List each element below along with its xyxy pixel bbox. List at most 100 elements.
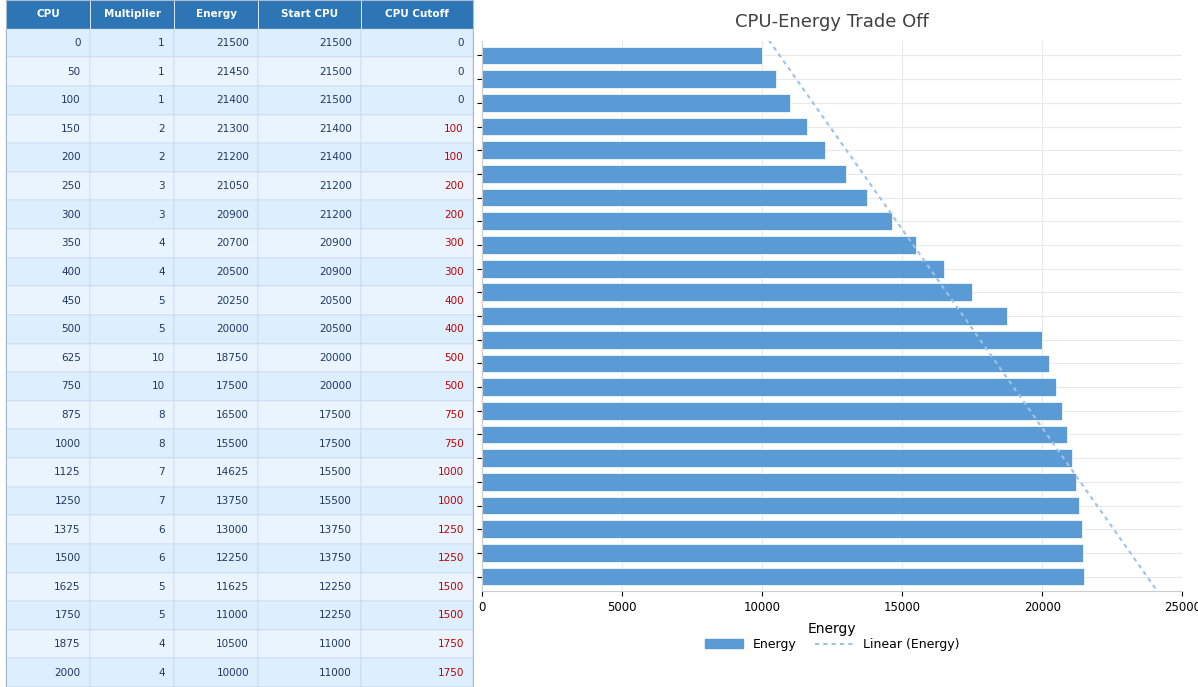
Bar — [482, 212, 891, 230]
FancyBboxPatch shape — [259, 429, 361, 458]
FancyBboxPatch shape — [174, 0, 259, 29]
FancyBboxPatch shape — [90, 486, 174, 515]
FancyBboxPatch shape — [361, 515, 473, 544]
Text: 21500: 21500 — [319, 67, 352, 76]
FancyBboxPatch shape — [174, 258, 259, 286]
Y-axis label: CPU: CPU — [423, 302, 436, 330]
FancyBboxPatch shape — [174, 658, 259, 687]
Text: 5: 5 — [158, 295, 165, 306]
FancyBboxPatch shape — [174, 29, 259, 57]
Bar — [482, 117, 807, 135]
Text: 7: 7 — [158, 467, 165, 477]
Text: 21200: 21200 — [319, 181, 352, 191]
Text: 750: 750 — [444, 410, 464, 420]
FancyBboxPatch shape — [174, 86, 259, 115]
FancyBboxPatch shape — [6, 344, 90, 372]
X-axis label: Energy: Energy — [807, 622, 857, 636]
Text: 21450: 21450 — [216, 67, 249, 76]
Text: 0: 0 — [74, 38, 80, 48]
FancyBboxPatch shape — [174, 544, 259, 572]
FancyBboxPatch shape — [259, 572, 361, 601]
Text: CPU Cutoff: CPU Cutoff — [386, 10, 449, 19]
FancyBboxPatch shape — [6, 515, 90, 544]
FancyBboxPatch shape — [259, 29, 361, 57]
FancyBboxPatch shape — [259, 115, 361, 143]
FancyBboxPatch shape — [90, 429, 174, 458]
Text: 11000: 11000 — [319, 639, 352, 649]
FancyBboxPatch shape — [361, 29, 473, 57]
Text: 15500: 15500 — [319, 467, 352, 477]
Text: 875: 875 — [61, 410, 80, 420]
Text: 10: 10 — [152, 381, 165, 392]
FancyBboxPatch shape — [174, 57, 259, 86]
Text: 0: 0 — [458, 95, 464, 105]
Text: 16500: 16500 — [216, 410, 249, 420]
FancyBboxPatch shape — [259, 401, 361, 429]
FancyBboxPatch shape — [259, 315, 361, 344]
Text: Multiplier: Multiplier — [104, 10, 161, 19]
FancyBboxPatch shape — [174, 486, 259, 515]
Text: 0: 0 — [458, 38, 464, 48]
Text: 20000: 20000 — [217, 324, 249, 334]
Text: 0: 0 — [458, 67, 464, 76]
Text: 1500: 1500 — [54, 553, 80, 563]
FancyBboxPatch shape — [90, 372, 174, 401]
Text: 12250: 12250 — [319, 611, 352, 620]
FancyBboxPatch shape — [6, 458, 90, 486]
Text: 2: 2 — [158, 153, 165, 162]
FancyBboxPatch shape — [174, 229, 259, 258]
FancyBboxPatch shape — [259, 658, 361, 687]
Text: 150: 150 — [61, 124, 80, 134]
Text: 21500: 21500 — [216, 38, 249, 48]
FancyBboxPatch shape — [6, 658, 90, 687]
Text: 15500: 15500 — [319, 496, 352, 506]
Text: 13750: 13750 — [319, 525, 352, 534]
Bar — [482, 567, 1084, 585]
Text: 10000: 10000 — [217, 668, 249, 677]
Bar — [482, 520, 1082, 538]
Text: 400: 400 — [444, 324, 464, 334]
Text: 625: 625 — [61, 353, 80, 363]
FancyBboxPatch shape — [6, 630, 90, 658]
Text: 300: 300 — [444, 267, 464, 277]
FancyBboxPatch shape — [361, 572, 473, 601]
FancyBboxPatch shape — [174, 429, 259, 458]
FancyBboxPatch shape — [361, 458, 473, 486]
FancyBboxPatch shape — [90, 29, 174, 57]
Text: 21400: 21400 — [319, 153, 352, 162]
Text: 100: 100 — [61, 95, 80, 105]
Text: 17500: 17500 — [319, 410, 352, 420]
FancyBboxPatch shape — [361, 630, 473, 658]
FancyBboxPatch shape — [90, 630, 174, 658]
FancyBboxPatch shape — [6, 572, 90, 601]
FancyBboxPatch shape — [90, 515, 174, 544]
Text: 2000: 2000 — [55, 668, 80, 677]
Text: 1375: 1375 — [54, 525, 80, 534]
FancyBboxPatch shape — [6, 286, 90, 315]
FancyBboxPatch shape — [6, 544, 90, 572]
FancyBboxPatch shape — [174, 172, 259, 201]
Text: 20500: 20500 — [319, 324, 352, 334]
Bar — [482, 284, 973, 301]
Bar — [482, 331, 1042, 348]
Text: 200: 200 — [61, 153, 80, 162]
FancyBboxPatch shape — [361, 0, 473, 29]
Text: 17500: 17500 — [319, 439, 352, 449]
Text: 4: 4 — [158, 267, 165, 277]
FancyBboxPatch shape — [361, 229, 473, 258]
Text: 1: 1 — [158, 38, 165, 48]
FancyBboxPatch shape — [259, 544, 361, 572]
FancyBboxPatch shape — [6, 201, 90, 229]
Text: 1250: 1250 — [437, 525, 464, 534]
Bar — [482, 425, 1067, 443]
FancyBboxPatch shape — [6, 401, 90, 429]
FancyBboxPatch shape — [6, 229, 90, 258]
Bar — [482, 449, 1072, 467]
Text: 400: 400 — [61, 267, 80, 277]
FancyBboxPatch shape — [90, 658, 174, 687]
FancyBboxPatch shape — [361, 601, 473, 630]
Bar — [482, 379, 1057, 396]
Text: 21300: 21300 — [216, 124, 249, 134]
FancyBboxPatch shape — [6, 172, 90, 201]
FancyBboxPatch shape — [90, 458, 174, 486]
